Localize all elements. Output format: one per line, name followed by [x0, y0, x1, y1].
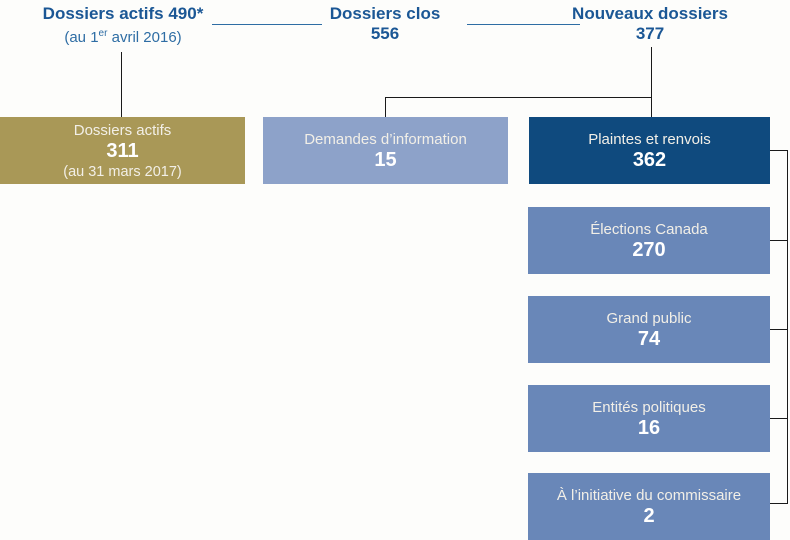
box-initiative-commissaire-value: 2 — [643, 504, 655, 527]
connector-stub-commissaire — [770, 503, 788, 504]
header-separator-line — [212, 24, 322, 25]
box-dossiers-actifs-label: Dossiers actifs — [73, 121, 172, 139]
box-elections-canada: Élections Canada 270 — [528, 207, 770, 274]
box-demandes-information-value: 15 — [374, 148, 397, 171]
header-nouveaux-dossiers-title: Nouveaux dossiers — [572, 4, 728, 23]
header-dossiers-clos-title: Dossiers clos — [329, 4, 441, 23]
header-nouveaux-dossiers-value: 377 — [635, 24, 665, 43]
box-plaintes-renvois-label: Plaintes et renvois — [588, 130, 711, 148]
box-elections-canada-value: 270 — [632, 238, 666, 261]
connector-new-vertical — [651, 47, 652, 117]
box-initiative-commissaire-label: À l’initiative du commissaire — [556, 486, 742, 504]
box-demandes-information-label: Demandes d’information — [304, 130, 467, 148]
box-dossiers-actifs-note: (au 31 mars 2017) — [63, 163, 182, 180]
box-elections-canada-label: Élections Canada — [590, 220, 708, 238]
connector-right-vertical — [787, 150, 788, 504]
box-dossiers-actifs: Dossiers actifs 311 (au 31 mars 2017) — [0, 117, 245, 184]
box-grand-public: Grand public 74 — [528, 296, 770, 363]
connector-stub-elections — [770, 240, 788, 241]
box-grand-public-value: 74 — [637, 327, 661, 350]
header-dossiers-clos-value: 556 — [370, 24, 400, 43]
connector-stub-grand-public — [770, 329, 788, 330]
header-dossiers-actifs-title: Dossiers actifs 490* — [42, 4, 204, 23]
box-entites-politiques-label: Entités politiques — [592, 398, 706, 416]
subtitle-suffix: avril 2016) — [107, 29, 182, 46]
connector-branch-horizontal — [385, 97, 652, 98]
connector-stub-plaintes — [770, 150, 788, 151]
connector-info-vertical — [385, 97, 386, 117]
box-grand-public-label: Grand public — [606, 309, 692, 327]
box-demandes-information: Demandes d’information 15 — [263, 117, 508, 184]
box-entites-politiques-value: 16 — [637, 416, 661, 439]
header-nouveaux-dossiers: Nouveaux dossiers 377 — [555, 4, 745, 44]
box-plaintes-renvois-value: 362 — [632, 148, 667, 171]
header-dossiers-actifs: Dossiers actifs 490* (au 1er avril 2016) — [10, 4, 236, 47]
box-initiative-commissaire: À l’initiative du commissaire 2 — [528, 473, 770, 540]
header-dossiers-actifs-subtitle: (au 1er avril 2016) — [10, 24, 236, 47]
box-dossiers-actifs-value: 311 — [106, 139, 139, 162]
connector-active-vertical — [121, 52, 122, 117]
header-dossiers-clos: Dossiers clos 556 — [305, 4, 465, 44]
header-separator-line — [467, 24, 580, 25]
subtitle-superscript: er — [98, 28, 108, 39]
box-plaintes-renvois: Plaintes et renvois 362 — [529, 117, 770, 184]
subtitle-prefix: (au 1 — [64, 29, 99, 46]
connector-stub-entites — [770, 418, 788, 419]
box-entites-politiques: Entités politiques 16 — [528, 385, 770, 452]
